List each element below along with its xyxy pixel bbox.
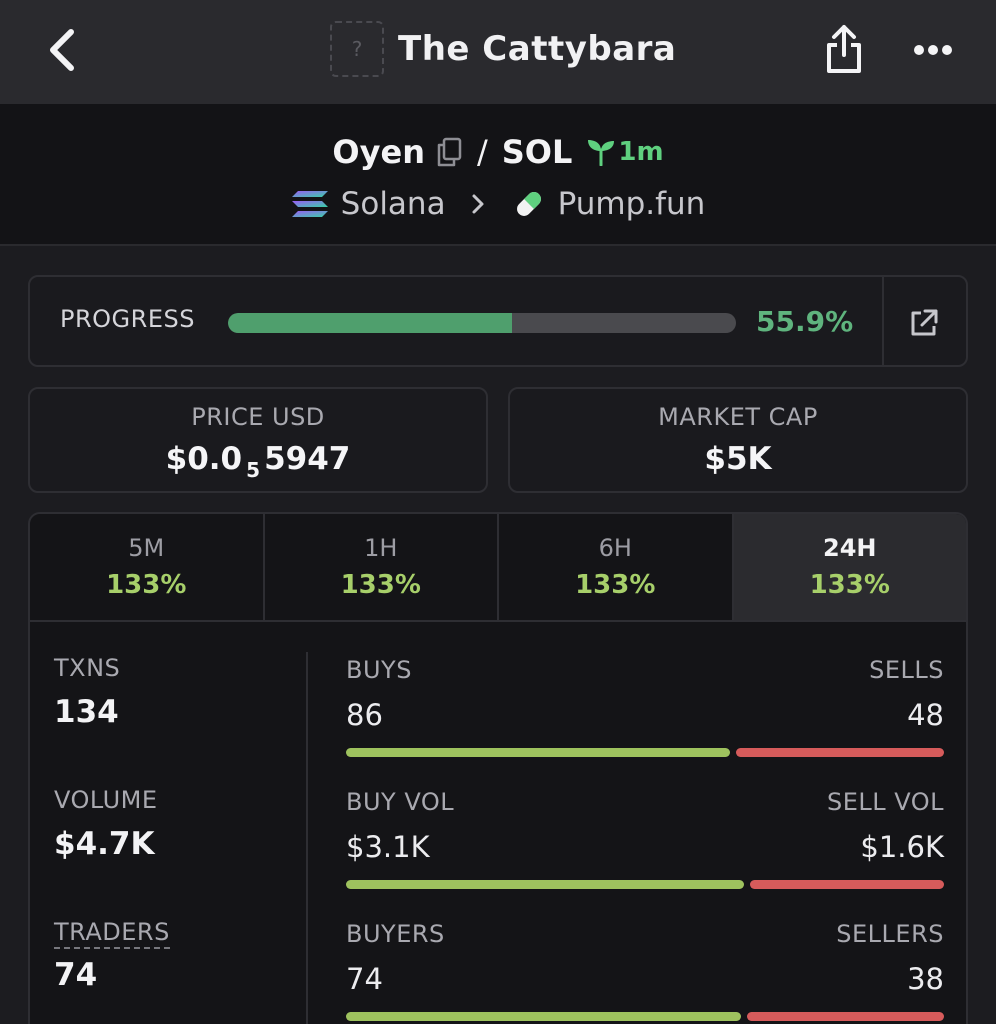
price-usd-card: PRICE USD $0.0 5 5947 [28, 387, 488, 493]
buy-vol-label: BUY VOL [346, 788, 455, 816]
tab-6h[interactable]: 6H 133% [499, 514, 734, 620]
more-horizontal-icon [914, 45, 952, 55]
sell-vol-value: $1.6K [860, 830, 944, 864]
bonding-progress-card: PROGRESS 55.9% [28, 275, 968, 367]
price-value: $0.0 5 5947 [30, 441, 486, 482]
traders-metric: TRADERS 74 [54, 918, 170, 993]
sell-vol-portion [749, 880, 944, 889]
price-prefix: $0.0 [165, 441, 243, 477]
avatar-placeholder: ? [351, 37, 363, 61]
tab-5m[interactable]: 5M 133% [30, 514, 265, 620]
back-button[interactable] [40, 26, 84, 74]
market-cap-value: $5K [704, 441, 772, 477]
token-avatar: ? [330, 21, 384, 77]
price-digits: 5947 [264, 441, 351, 477]
pill-icon [516, 192, 541, 216]
token-title-group: ? The Cattybara [330, 20, 676, 78]
chain-breadcrumb: Solana Pump.fun [0, 178, 996, 230]
traders-label[interactable]: TRADERS [54, 918, 170, 949]
sells-label: SELLS [869, 656, 944, 684]
buy-vol-portion [346, 880, 744, 889]
chevron-left-icon [50, 29, 74, 71]
traders-bar [346, 1012, 944, 1021]
tab-24h[interactable]: 24H 133% [733, 514, 966, 620]
progress-bar [228, 313, 736, 333]
tab-label: 6H [598, 534, 632, 562]
tab-change: 133% [809, 570, 890, 600]
dex-link[interactable]: Pump.fun [512, 186, 706, 222]
chain-name: Solana [340, 186, 446, 222]
chain-link[interactable]: Solana [291, 186, 446, 222]
buyers-value: 74 [346, 962, 383, 996]
sellers-value: 38 [907, 962, 944, 996]
market-cap-label: MARKET CAP [658, 403, 818, 431]
external-link-icon [911, 309, 938, 336]
buys-value: 86 [346, 698, 383, 732]
buyers-label: BUYERS [346, 920, 445, 948]
progress-divider [882, 277, 884, 365]
open-external-button[interactable] [900, 301, 948, 345]
pair-row: Oyen / SOL 1m [0, 124, 996, 180]
solana-logo-icon [291, 191, 328, 217]
sellers-portion [747, 1012, 944, 1021]
copy-icon[interactable] [435, 137, 463, 167]
base-token-symbol: Oyen [332, 133, 425, 171]
share-button[interactable] [820, 20, 868, 78]
share-icon [827, 25, 861, 73]
seedling-icon [588, 140, 615, 166]
dex-name: Pump.fun [557, 186, 706, 222]
txns-label: TXNS [54, 654, 121, 682]
buy-vol-value: $3.1K [346, 830, 430, 864]
volume-metric: VOLUME $4.7K [54, 786, 158, 862]
buys-sells-bar [346, 748, 944, 757]
column-divider [306, 652, 308, 1024]
sells-value: 48 [907, 698, 944, 732]
sell-portion [735, 748, 944, 757]
price-label: PRICE USD [191, 403, 325, 431]
price-zero-count: 5 [246, 458, 261, 482]
buy-portion [346, 748, 730, 757]
tab-1h[interactable]: 1H 133% [265, 514, 499, 620]
pair-age: 1m [618, 137, 664, 167]
traders-split: BUYERS SELLERS 74 38 [346, 920, 944, 1021]
volume-bar [346, 880, 944, 889]
txns-value: 134 [54, 694, 119, 730]
quote-token-symbol: SOL [501, 133, 573, 171]
volume-label: VOLUME [54, 786, 158, 814]
volume-split: BUY VOL SELL VOL $3.1K $1.6K [346, 788, 944, 889]
pair-header: Oyen / SOL 1m [0, 104, 996, 246]
more-options-button[interactable] [908, 28, 958, 72]
progress-percent: 55.9% [756, 305, 854, 338]
traders-value: 74 [54, 957, 98, 993]
chevron-right-icon [472, 194, 484, 214]
tab-label: 1H [364, 534, 398, 562]
timeframe-stats-panel: 5M 133% 1H 133% 6H 133% 24H 133% TXNS 13… [28, 512, 968, 1024]
sellers-label: SELLERS [836, 920, 944, 948]
tab-label: 5M [128, 534, 165, 562]
tab-change: 133% [340, 570, 421, 600]
pair-separator: / [476, 133, 488, 171]
txns-metric: TXNS 134 [54, 654, 120, 730]
page-title: The Cattybara [398, 29, 677, 69]
pair-age-badge: 1m [586, 137, 664, 167]
buys-label: BUYS [346, 656, 412, 684]
tab-change: 133% [106, 570, 187, 600]
market-cap-card: MARKET CAP $5K [508, 387, 968, 493]
buys-sells-split: BUYS SELLS 86 48 [346, 656, 944, 757]
top-app-bar: ? The Cattybara [0, 0, 996, 104]
buyers-portion [346, 1012, 742, 1021]
tab-label: 24H [823, 534, 877, 562]
progress-bar-fill [228, 313, 512, 333]
timeframe-tabs: 5M 133% 1H 133% 6H 133% 24H 133% [30, 514, 966, 622]
tab-change: 133% [575, 570, 656, 600]
progress-label: PROGRESS [60, 305, 195, 333]
volume-value: $4.7K [54, 826, 155, 862]
sell-vol-label: SELL VOL [826, 788, 944, 816]
